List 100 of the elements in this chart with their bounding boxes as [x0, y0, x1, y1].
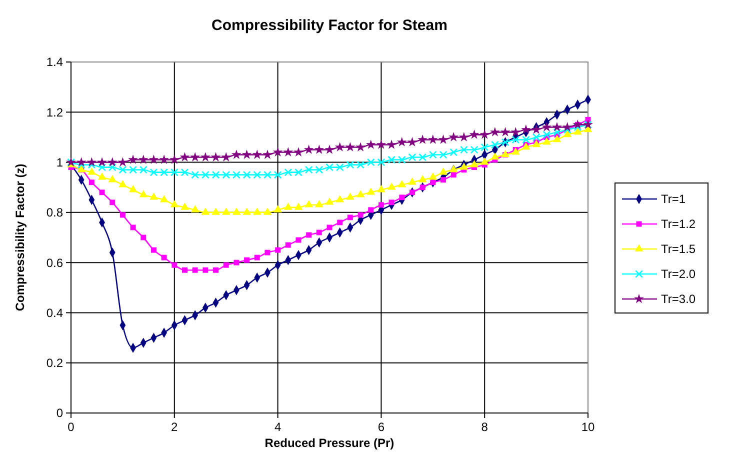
point — [388, 156, 396, 164]
point — [98, 163, 106, 172]
point — [440, 177, 446, 183]
point — [325, 198, 334, 205]
point — [314, 144, 324, 154]
point — [130, 224, 136, 230]
point — [448, 132, 458, 142]
point — [398, 180, 406, 188]
point — [366, 188, 376, 195]
y-tick-label: 0.4 — [46, 306, 64, 320]
point — [128, 154, 138, 164]
point — [460, 146, 468, 154]
point — [511, 147, 520, 155]
point — [160, 195, 168, 202]
point — [253, 170, 262, 179]
legend-label: Tr=3.0 — [661, 292, 696, 306]
point — [306, 232, 312, 238]
point — [562, 122, 572, 132]
point — [552, 122, 562, 132]
y-tick-label: 1.2 — [46, 105, 64, 120]
point — [450, 172, 456, 178]
point — [120, 212, 126, 218]
x-tick-label: 6 — [378, 420, 385, 434]
point — [244, 257, 250, 263]
point — [336, 195, 344, 202]
point — [501, 150, 510, 158]
point — [376, 140, 386, 149]
point — [234, 260, 240, 266]
point — [201, 208, 210, 215]
point — [182, 267, 188, 273]
point — [522, 136, 530, 144]
point — [150, 168, 158, 176]
point — [294, 147, 304, 156]
point — [200, 152, 210, 162]
point — [450, 148, 458, 156]
point — [283, 147, 294, 156]
point — [148, 154, 159, 164]
y-axis-title: Compressibility Factor (z) — [13, 164, 27, 312]
point — [449, 165, 458, 172]
point — [563, 130, 572, 138]
point — [242, 208, 251, 215]
point — [272, 147, 283, 156]
point — [159, 154, 169, 164]
point — [212, 208, 220, 215]
x-tick-label: 0 — [68, 420, 75, 434]
y-tick-label: 0.6 — [46, 256, 64, 270]
point — [336, 163, 344, 172]
point — [500, 127, 510, 136]
point — [254, 254, 260, 260]
point — [326, 224, 332, 230]
point — [180, 168, 189, 176]
point — [418, 175, 427, 182]
point — [356, 142, 366, 152]
point — [222, 208, 230, 215]
y-tick-label: 1 — [56, 155, 64, 170]
point — [521, 124, 531, 134]
point — [324, 144, 334, 154]
point — [428, 172, 438, 180]
point — [138, 154, 148, 164]
point — [242, 170, 251, 179]
point — [107, 157, 118, 166]
point — [108, 163, 116, 172]
point — [160, 168, 168, 176]
x-axis-title: Reduced Pressure (Pr) — [264, 436, 394, 450]
point — [512, 136, 520, 144]
point — [386, 140, 396, 149]
y-tick-label: 0.8 — [46, 206, 64, 220]
point — [169, 154, 180, 164]
point — [150, 247, 156, 253]
point — [542, 130, 551, 139]
point — [470, 146, 478, 154]
point — [420, 184, 426, 190]
point — [294, 168, 302, 176]
point — [274, 205, 282, 212]
point — [223, 262, 229, 268]
legend-label: Tr=1.5 — [661, 242, 696, 256]
point — [315, 200, 324, 208]
legend-label: Tr=1.2 — [661, 217, 696, 232]
point — [418, 153, 426, 162]
point — [88, 180, 94, 186]
point — [315, 166, 324, 174]
point — [428, 150, 437, 159]
y-tick-label: 0 — [56, 406, 64, 420]
point — [407, 137, 418, 146]
point — [572, 120, 583, 129]
point — [99, 190, 105, 196]
x-tick-label: 4 — [274, 420, 282, 434]
point — [304, 166, 313, 174]
point — [172, 262, 178, 268]
point — [358, 212, 364, 218]
x-tick-label: 2 — [171, 420, 178, 434]
point — [284, 202, 292, 210]
point — [275, 247, 281, 253]
point — [438, 134, 448, 144]
y-tick-label: 0.2 — [46, 356, 64, 370]
point — [428, 134, 438, 144]
point — [180, 202, 189, 210]
point — [346, 192, 354, 200]
point — [542, 122, 552, 132]
point — [128, 185, 138, 192]
